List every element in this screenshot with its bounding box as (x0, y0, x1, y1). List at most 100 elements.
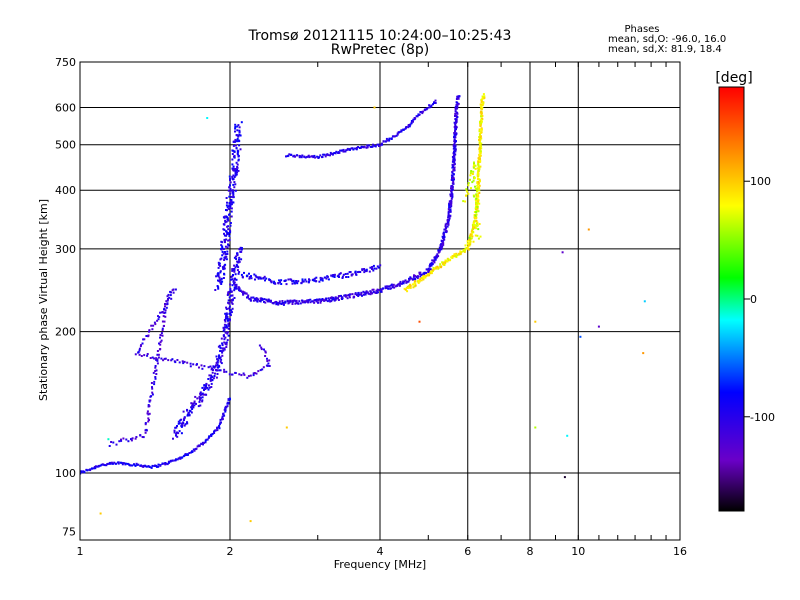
echo-point (164, 315, 167, 318)
x-axis-ticks: 1 2 4 6 8 10 16 (77, 545, 688, 558)
echo-point (473, 164, 476, 166)
echo-point (221, 250, 224, 253)
echo-point (451, 174, 454, 177)
echo-point (224, 336, 227, 339)
echo-point (232, 196, 235, 199)
echo-point (470, 170, 473, 172)
echo-point (479, 137, 482, 140)
echo-point (227, 327, 230, 330)
echo-point (319, 276, 322, 279)
echo-point (390, 283, 393, 286)
echo-point (203, 387, 206, 390)
echo-point (237, 124, 240, 127)
echo-point (288, 300, 291, 303)
echo-point (230, 207, 233, 210)
echo-point (227, 219, 230, 222)
phases-x-stats: mean, sd,X: 81.9, 18.4 (608, 44, 722, 55)
y-tick-label: 200 (55, 326, 76, 339)
echo-point (475, 211, 477, 214)
echo-point (210, 386, 213, 388)
echo-point (216, 426, 219, 429)
echo-point (474, 224, 477, 227)
x-tick-label: 2 (227, 545, 234, 558)
echo-point (469, 233, 472, 236)
echo-point (451, 166, 454, 169)
echo-point (221, 354, 224, 357)
echo-point (255, 275, 258, 278)
echo-point (153, 357, 156, 360)
echo-point (231, 158, 234, 161)
echo-point (178, 422, 181, 425)
echo-point (221, 266, 224, 269)
echo-point (234, 172, 237, 174)
echo-point (287, 154, 290, 157)
echo-point (151, 386, 153, 389)
echo-point (300, 156, 303, 159)
echo-point (333, 276, 336, 278)
echo-point (479, 159, 482, 162)
echo-point (164, 305, 166, 308)
echo-point (225, 306, 228, 309)
echo-point (482, 96, 485, 99)
echo-point (186, 414, 189, 417)
echo-point (146, 354, 149, 357)
echo-point (430, 272, 433, 275)
echo-point (277, 282, 280, 285)
echo-point (237, 134, 240, 137)
echo-traces (80, 93, 486, 475)
echo-point (231, 269, 234, 272)
echo-point (234, 123, 237, 126)
echo-point (181, 360, 184, 363)
echo-point (226, 218, 229, 221)
echo-point (341, 275, 344, 278)
echo-point (154, 365, 157, 367)
echo-point (355, 294, 358, 296)
echo-point (454, 108, 457, 111)
echo-point (225, 346, 228, 348)
echo-point (386, 285, 389, 288)
echo-point (451, 195, 454, 198)
echo-point (322, 153, 325, 156)
echo-point (92, 467, 95, 470)
echo-point (171, 289, 174, 292)
echo-point (222, 228, 225, 231)
echo-point (361, 294, 363, 297)
echo-point (451, 155, 454, 158)
echo-point (146, 410, 149, 413)
echo-point (454, 255, 457, 258)
echo-point (117, 462, 120, 465)
y-tick-label: 750 (55, 56, 76, 69)
echo-point (345, 276, 348, 278)
echo-point (118, 440, 121, 443)
echo-point (148, 400, 151, 403)
echo-point (444, 228, 447, 231)
echo-point (369, 266, 372, 269)
echo-point (402, 282, 405, 285)
echo-point (455, 128, 457, 131)
echo-point (472, 165, 475, 168)
echo-point (278, 302, 281, 305)
echo-point (236, 269, 239, 272)
echo-point (164, 309, 167, 312)
echo-point (393, 286, 396, 289)
echo-point (299, 302, 302, 305)
echo-point (237, 266, 240, 269)
echo-point (256, 297, 259, 300)
echo-point (165, 306, 168, 309)
echo-point (223, 341, 226, 344)
echo-point (223, 328, 226, 331)
x-tick-label: 4 (377, 545, 384, 558)
echo-point (219, 369, 222, 372)
echo-point (456, 95, 459, 98)
echo-point (430, 264, 433, 267)
echo-point (231, 163, 234, 166)
scatter-point (285, 426, 288, 429)
echo-point (228, 202, 231, 205)
echo-point (238, 144, 241, 147)
echo-point (227, 324, 230, 327)
scatter-point (642, 352, 645, 355)
echo-point (207, 436, 210, 439)
echo-point (453, 126, 456, 128)
echo-point (450, 197, 453, 200)
echo-point (384, 287, 387, 290)
